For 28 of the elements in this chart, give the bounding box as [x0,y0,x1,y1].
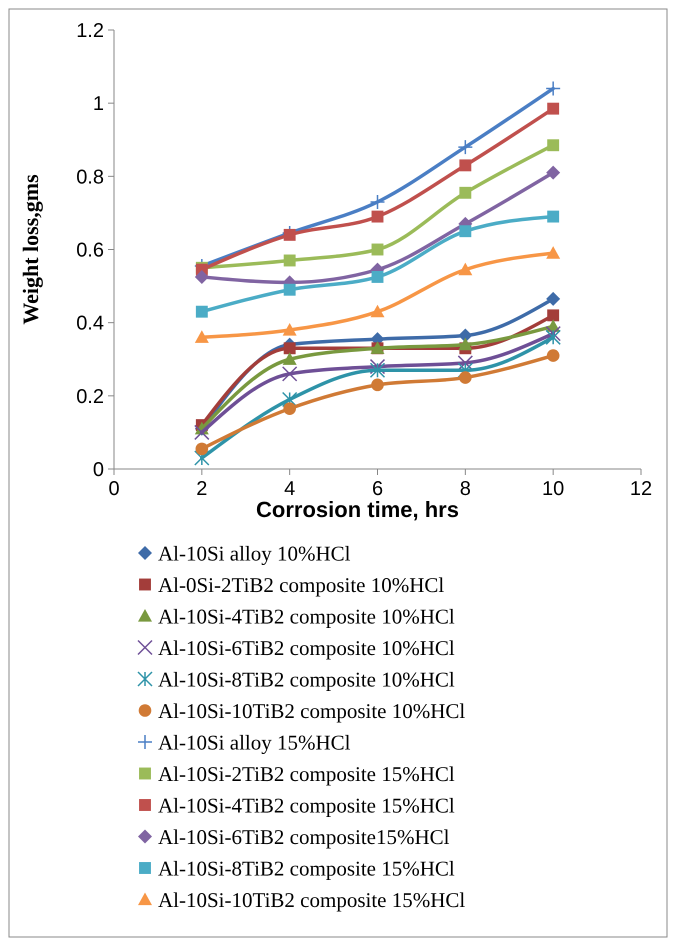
y-tick-label: 0 [92,459,104,481]
x-tick-label: 0 [108,478,120,500]
legend-label: Al-10Si-4TiB2 composite 15%HCl [158,793,455,818]
legend-label: Al-10Si-4TiB2 composite 10%HCl [158,604,455,628]
y-tick-label: 1 [92,93,104,116]
x-tick-label: 2 [196,478,208,500]
legend-label: Al-10Si-2TiB2 composite 15%HCl [158,762,455,786]
x-tick-label: 4 [284,478,296,500]
y-tick-label: 1.2 [76,20,104,42]
legend-label: Al-0Si-2TiB2 composite 10%HCl [158,572,444,597]
x-axis-title: Corrosion time, hrs [256,497,459,522]
legend-label: Al-10Si-6TiB2 composite 10%HCl [158,636,455,660]
y-tick-label: 0.8 [76,166,104,188]
legend-label: Al-10Si alloy 15%HCl [158,730,351,754]
legend-label: Al-10Si-8TiB2 composite 15%HCl [158,856,455,880]
y-tick-label: 0.6 [76,240,104,262]
x-tick-label: 8 [460,478,471,500]
x-tick-label: 12 [630,478,652,500]
legend-label: Al-10Si alloy 10%HCl [158,541,351,566]
legend-label: Al-10Si-10TiB2 composite 15%HCl [158,888,466,912]
legend-label: Al-10Si-6TiB2 composite15%HCl [158,824,450,849]
y-tick-label: 0.2 [76,386,104,408]
legend-label: Al-10Si-10TiB2 composite 10%HCl [158,698,466,723]
legend-label: Al-10Si-8TiB2 composite 10%HCl [158,667,455,692]
y-tick-label: 0.4 [76,312,104,335]
y-axis-title: Weight loss,gms [18,174,43,325]
x-tick-label: 6 [372,478,384,500]
x-tick-label: 10 [542,478,564,500]
